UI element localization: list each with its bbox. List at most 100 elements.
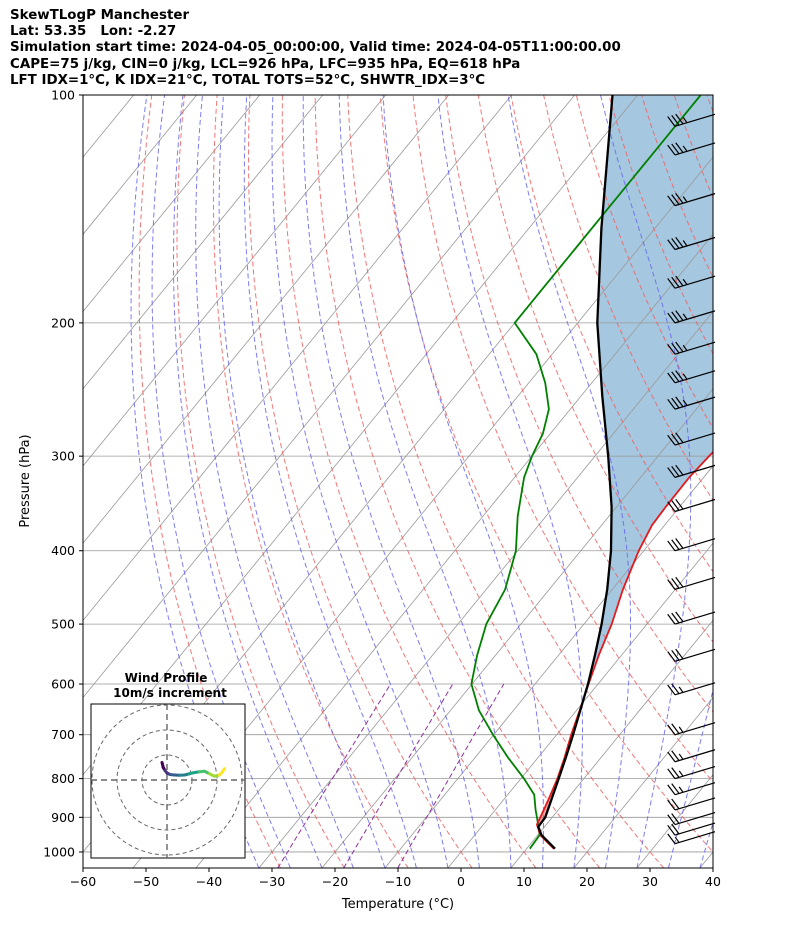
barb-staff — [674, 648, 716, 662]
barb-flag — [675, 236, 684, 248]
moist-adiabat-line — [699, 820, 713, 868]
barb-staff — [674, 576, 716, 591]
barb-flag — [671, 783, 680, 794]
barb-flag — [667, 116, 676, 127]
dry-adiabat-line — [379, 95, 713, 853]
barb-flag — [667, 651, 676, 662]
isotherm-line — [384, 465, 713, 868]
wind-barb — [667, 370, 716, 384]
barb-flag — [675, 576, 684, 588]
barb-staff — [674, 193, 716, 207]
barb-flag — [667, 684, 676, 696]
barb-flag — [671, 342, 680, 354]
x-tick-label: 20 — [579, 874, 595, 889]
isotherm-line — [83, 95, 575, 699]
isotherm-line — [258, 310, 713, 868]
barb-half-flag — [682, 373, 688, 380]
barb-flag — [667, 312, 676, 324]
barb-flag — [671, 311, 680, 323]
barb-half-flag — [682, 313, 688, 320]
barb-flag — [671, 798, 680, 810]
barb-staff — [674, 831, 716, 845]
barb-flag — [667, 784, 676, 796]
barb-flag — [675, 142, 684, 153]
y-tick-label: 900 — [51, 810, 75, 825]
isotherm-line — [83, 95, 386, 467]
barb-flag — [671, 823, 680, 835]
barb-flag — [671, 143, 680, 155]
title-line-indices: CAPE=75 j/kg, CIN=0 j/kg, LCL=926 hPa, L… — [10, 56, 521, 72]
barb-flag — [671, 683, 680, 694]
barb-staff — [674, 142, 716, 156]
barb-flag — [671, 750, 680, 761]
barb-staff — [674, 782, 716, 796]
barb-flag — [667, 540, 676, 552]
barb-staff — [674, 432, 716, 446]
dry-adiabat-line — [247, 95, 473, 868]
barb-half-flag — [682, 278, 688, 285]
barb-flag — [671, 539, 680, 550]
barb-flag — [667, 501, 676, 512]
wind-barb — [667, 498, 716, 513]
barb-half-flag — [682, 196, 688, 203]
barb-half-flag — [674, 836, 680, 843]
moist-adiabat-line — [218, 95, 386, 868]
barb-staff — [674, 275, 716, 289]
barb-flag — [667, 814, 676, 825]
x-tick-label: 10 — [516, 874, 532, 889]
barb-flag — [675, 432, 684, 443]
y-tick-label: 100 — [51, 88, 75, 103]
y-tick-label: 200 — [51, 315, 75, 330]
y-tick-label: 800 — [51, 771, 75, 786]
moist-adiabat-line — [243, 95, 417, 868]
barb-flag — [667, 751, 676, 763]
y-axis-label: Pressure (hPa) — [18, 434, 33, 527]
barb-flag — [675, 498, 684, 510]
dry-adiabat-line — [281, 95, 537, 868]
barb-staff — [674, 498, 716, 513]
chart-title: SkewTLogP Manchester Lat: 53.35 Lon: -2.… — [10, 8, 621, 89]
cape-area — [584, 95, 713, 695]
dry-adiabat-line — [706, 95, 713, 114]
moist-adiabat-line — [302, 95, 480, 868]
barb-staff — [674, 811, 716, 826]
barb-flag — [667, 372, 676, 384]
barb-flag — [671, 397, 680, 409]
barb-flag — [675, 341, 684, 353]
barb-staff — [674, 822, 716, 836]
barb-flag — [675, 113, 684, 125]
wind-barb — [667, 831, 716, 845]
barb-flag — [667, 724, 676, 736]
barb-flag — [675, 611, 684, 623]
barb-half-flag — [682, 399, 688, 406]
wind-barb — [667, 396, 716, 410]
x-tick-label: 0 — [457, 874, 465, 889]
y-tick-label: 500 — [51, 617, 75, 632]
barb-staff — [674, 464, 716, 478]
isotherm-line — [83, 95, 323, 390]
x-tick-label: −60 — [70, 874, 96, 889]
barb-staff — [674, 749, 716, 763]
isotherm-line — [699, 851, 713, 868]
wind-barb — [667, 576, 716, 591]
barb-flag — [671, 194, 680, 205]
x-tick-label: 30 — [642, 874, 658, 889]
barb-staff — [674, 341, 716, 355]
barb-flag — [671, 371, 680, 382]
barb-flag — [667, 144, 676, 156]
barb-half-flag — [678, 753, 684, 760]
wind-barb — [667, 432, 716, 446]
isotherm-line — [510, 619, 713, 868]
wind-barb — [667, 275, 716, 289]
moist-adiabat-line — [600, 95, 692, 868]
barb-staff — [674, 722, 716, 736]
barb-flag — [667, 833, 676, 844]
y-tick-label: 700 — [51, 727, 75, 742]
x-tick-label: −20 — [322, 874, 348, 889]
wind-barb — [667, 682, 716, 696]
moist-adiabat-line — [507, 95, 631, 868]
x-tick-label: −40 — [196, 874, 222, 889]
barb-flag — [671, 649, 680, 661]
title-line-location: Lat: 53.35 Lon: -2.27 — [10, 24, 177, 40]
